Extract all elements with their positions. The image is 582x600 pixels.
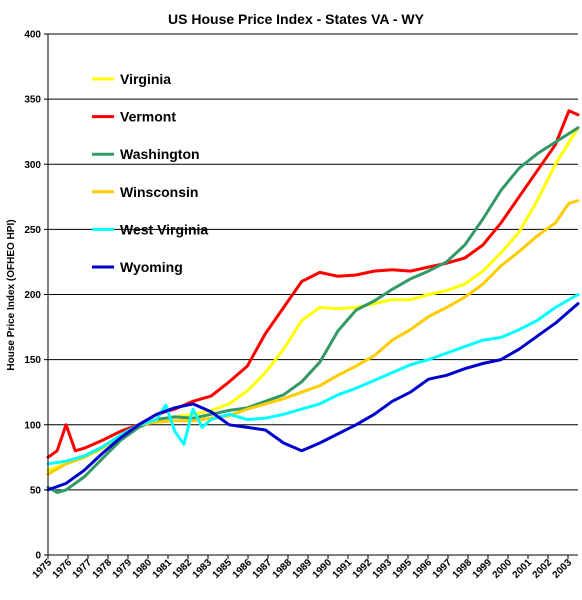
y-tick-label: 150 — [24, 355, 41, 366]
x-tick-label: 1989 — [291, 557, 315, 581]
x-tick-label: 1977 — [71, 557, 95, 581]
x-tick-label: 1979 — [111, 557, 135, 581]
x-tick-label: 1980 — [131, 557, 155, 581]
x-tick-label: 2003 — [551, 557, 575, 581]
legend-label: Winsconsin — [120, 184, 198, 200]
y-axis-label: House Price Index (OFHEO HPI) — [6, 219, 17, 370]
x-tick-label: 1985 — [211, 557, 235, 581]
x-tick-label: 1996 — [411, 557, 435, 581]
x-tick-label: 1986 — [231, 557, 255, 581]
x-tick-label: 2002 — [531, 557, 555, 581]
legend-label: Virginia — [120, 71, 171, 87]
y-tick-label: 350 — [24, 95, 41, 106]
axes: 0 50 100 150 200 250 300 350 400 1975197619771978… — [24, 30, 578, 581]
series-line-west-virginia — [46, 293, 580, 466]
x-tick-label: 2001 — [511, 557, 535, 581]
legend-label: Vermont — [120, 109, 176, 125]
legend-label: Wyoming — [120, 259, 183, 275]
x-tick-label: 1999 — [471, 557, 495, 581]
y-tick-label: 100 — [24, 420, 41, 431]
y-tick-label: 50 — [30, 485, 42, 496]
x-tick-label: 1993 — [371, 557, 395, 581]
series-line-virginia — [46, 126, 580, 472]
x-tick-label: 1995 — [391, 557, 415, 581]
x-tick-label: 2000 — [491, 557, 515, 581]
x-tick-label: 1991 — [331, 557, 355, 581]
legend-label: Washington — [120, 146, 200, 162]
series-line-wyoming — [46, 302, 580, 492]
y-tick-label: 400 — [24, 30, 41, 41]
y-tick-label: 300 — [24, 160, 41, 171]
x-tick-label: 1976 — [51, 557, 75, 581]
x-tick-label: 1983 — [191, 557, 215, 581]
x-tick-label: 1997 — [431, 557, 455, 581]
series-lines — [46, 109, 580, 494]
series-line-vermont — [46, 109, 580, 459]
y-tick-label: 0 — [35, 551, 41, 562]
x-tick-label: 1990 — [311, 557, 335, 581]
x-tick-label: 1987 — [251, 557, 275, 581]
legend-label: West Virginia — [120, 221, 208, 237]
legend: Virginia Vermont Washington Winsconsin West … — [92, 71, 208, 275]
x-tick-label: 1982 — [171, 557, 195, 581]
series-line-washington — [46, 126, 580, 494]
y-tick-label: 250 — [24, 225, 41, 236]
x-tick-label: 1975 — [31, 557, 55, 581]
x-tick-label: 1988 — [271, 557, 295, 581]
x-tick-label: 1981 — [151, 557, 175, 581]
x-tick-label: 1992 — [351, 557, 375, 581]
chart-title: US House Price Index - States VA - WY — [168, 11, 425, 27]
x-tick-label: 1978 — [91, 557, 115, 581]
x-tick-label: 1998 — [451, 557, 475, 581]
y-tick-label: 200 — [24, 290, 41, 301]
